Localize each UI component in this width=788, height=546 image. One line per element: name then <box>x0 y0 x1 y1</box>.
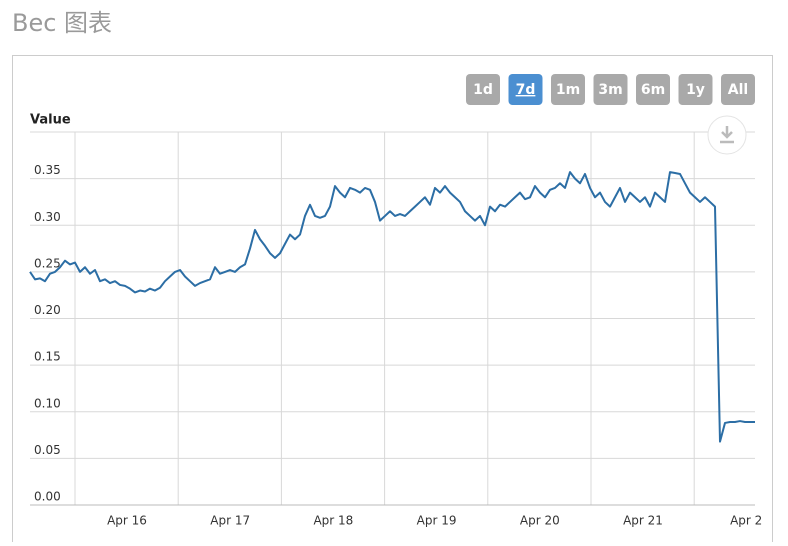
page-title: Bec 图表 <box>12 9 112 37</box>
range-button[interactable]: 1m <box>551 74 585 105</box>
x-tick-label: Apr 21 <box>623 514 663 528</box>
y-tick-label: 0.20 <box>34 303 61 317</box>
range-button-label: 1y <box>686 82 705 98</box>
y-tick-label: 0.30 <box>34 210 61 224</box>
x-tick-label: Apr 2 <box>730 514 762 528</box>
x-tick-label: Apr 16 <box>107 514 147 528</box>
x-tick-label: Apr 20 <box>520 514 560 528</box>
plot: Apr 16 Apr 17 Apr 18 Apr 19 Apr 20 Apr 21 Apr … <box>29 131 762 528</box>
range-button[interactable]: 6m <box>636 74 670 105</box>
range-button-label: All <box>728 82 748 98</box>
range-button-bg <box>508 74 543 105</box>
chart-box <box>12 55 773 546</box>
range-button[interactable]: 3m <box>593 74 628 105</box>
range-button[interactable]: 7d <box>508 74 543 105</box>
y-tick-label: 0.25 <box>34 256 61 270</box>
y-tick-label: 0.00 <box>34 490 61 504</box>
range-button-bg <box>636 74 670 105</box>
range-button-label: 1m <box>556 82 580 98</box>
range-button-bg <box>551 74 585 105</box>
x-tick-label: Apr 19 <box>417 514 457 528</box>
y-tick-label: 0.15 <box>34 350 61 364</box>
range-button[interactable]: 1y <box>678 74 713 105</box>
range-button-bg <box>678 74 713 105</box>
range-button-bg <box>466 74 500 105</box>
y-tick-label: 0.10 <box>34 396 61 410</box>
range-button-bg <box>593 74 628 105</box>
x-tick-label: Apr 18 <box>313 514 353 528</box>
range-button[interactable]: 1d <box>466 74 500 105</box>
x-tick-label: Apr 17 <box>210 514 250 528</box>
range-button[interactable]: All <box>721 74 755 105</box>
y-tick-label: 0.35 <box>34 163 61 177</box>
y-axis-title: Value <box>30 113 71 128</box>
range-button-bg <box>721 74 755 105</box>
y-tick-label: 0.05 <box>34 443 61 457</box>
range-button-label: 6m <box>641 82 665 98</box>
range-button-label: 1d <box>473 82 493 98</box>
range-button-label: 7d <box>516 82 536 98</box>
range-button-label: 3m <box>598 82 622 98</box>
price-line <box>29 171 755 443</box>
export-button[interactable] <box>707 115 747 155</box>
